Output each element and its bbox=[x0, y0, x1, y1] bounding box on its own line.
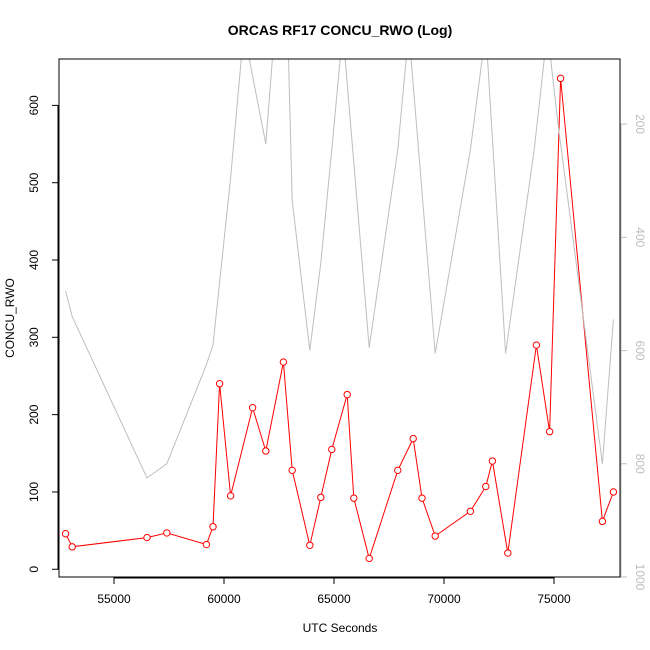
x-tick-label: 70000 bbox=[427, 592, 461, 606]
data-point bbox=[343, 390, 351, 399]
axes-layer: 55000 60000 65000 70000 75000 0 100 200 300 400 50… bbox=[27, 95, 647, 606]
data-point bbox=[504, 549, 512, 557]
series-layer bbox=[61, 59, 618, 563]
y-tick-label: 0 bbox=[27, 566, 41, 573]
data-point bbox=[328, 445, 336, 454]
data-point bbox=[202, 540, 211, 549]
y-tick-label: 400 bbox=[27, 250, 41, 270]
data-point bbox=[209, 523, 217, 531]
data-point bbox=[482, 482, 490, 491]
data-point bbox=[61, 530, 70, 538]
chart-title: ORCAS RF17 CONCU_RWO (Log) bbox=[228, 22, 453, 38]
data-point bbox=[226, 492, 235, 500]
series-line-1 bbox=[65, 59, 614, 479]
plot-frame bbox=[58, 58, 621, 578]
y2-tick-label: 400 bbox=[633, 227, 647, 247]
data-point bbox=[431, 532, 439, 540]
data-point bbox=[365, 554, 373, 563]
y2-tick-label: 600 bbox=[633, 341, 647, 361]
x-tick-label: 75000 bbox=[537, 592, 571, 606]
y-tick-label: 300 bbox=[27, 327, 41, 347]
data-point bbox=[262, 447, 270, 455]
data-point bbox=[163, 529, 171, 537]
data-point bbox=[143, 533, 151, 542]
data-point bbox=[288, 466, 296, 475]
x-tick-label: 60000 bbox=[207, 592, 241, 606]
data-point bbox=[317, 493, 325, 502]
x-axis-label: UTC Seconds bbox=[303, 621, 378, 635]
y-tick-label: 600 bbox=[27, 95, 41, 115]
y-tick-label: 200 bbox=[27, 404, 41, 424]
data-point bbox=[215, 380, 224, 388]
data-point bbox=[394, 466, 402, 475]
data-point bbox=[248, 403, 257, 412]
y-axis-label: CONCU_RWO bbox=[3, 278, 17, 358]
data-point bbox=[350, 494, 358, 502]
data-point bbox=[279, 358, 288, 366]
data-point bbox=[466, 507, 475, 515]
data-point bbox=[488, 457, 497, 465]
y-tick-label: 500 bbox=[27, 172, 41, 192]
y2-tick-label: 1000 bbox=[633, 564, 647, 591]
x-tick-label: 65000 bbox=[317, 592, 351, 606]
data-point bbox=[68, 543, 76, 551]
y2-tick-label: 200 bbox=[633, 114, 647, 134]
y2-tick-label: 800 bbox=[633, 454, 647, 474]
x-tick-label: 55000 bbox=[97, 592, 131, 606]
data-point bbox=[306, 541, 314, 550]
data-point bbox=[609, 488, 618, 496]
data-point bbox=[532, 341, 541, 349]
y-tick-label: 100 bbox=[27, 482, 41, 502]
data-point bbox=[556, 74, 565, 83]
data-point bbox=[598, 517, 607, 526]
data-point bbox=[409, 434, 417, 443]
data-point bbox=[418, 494, 426, 502]
data-point bbox=[545, 427, 554, 436]
